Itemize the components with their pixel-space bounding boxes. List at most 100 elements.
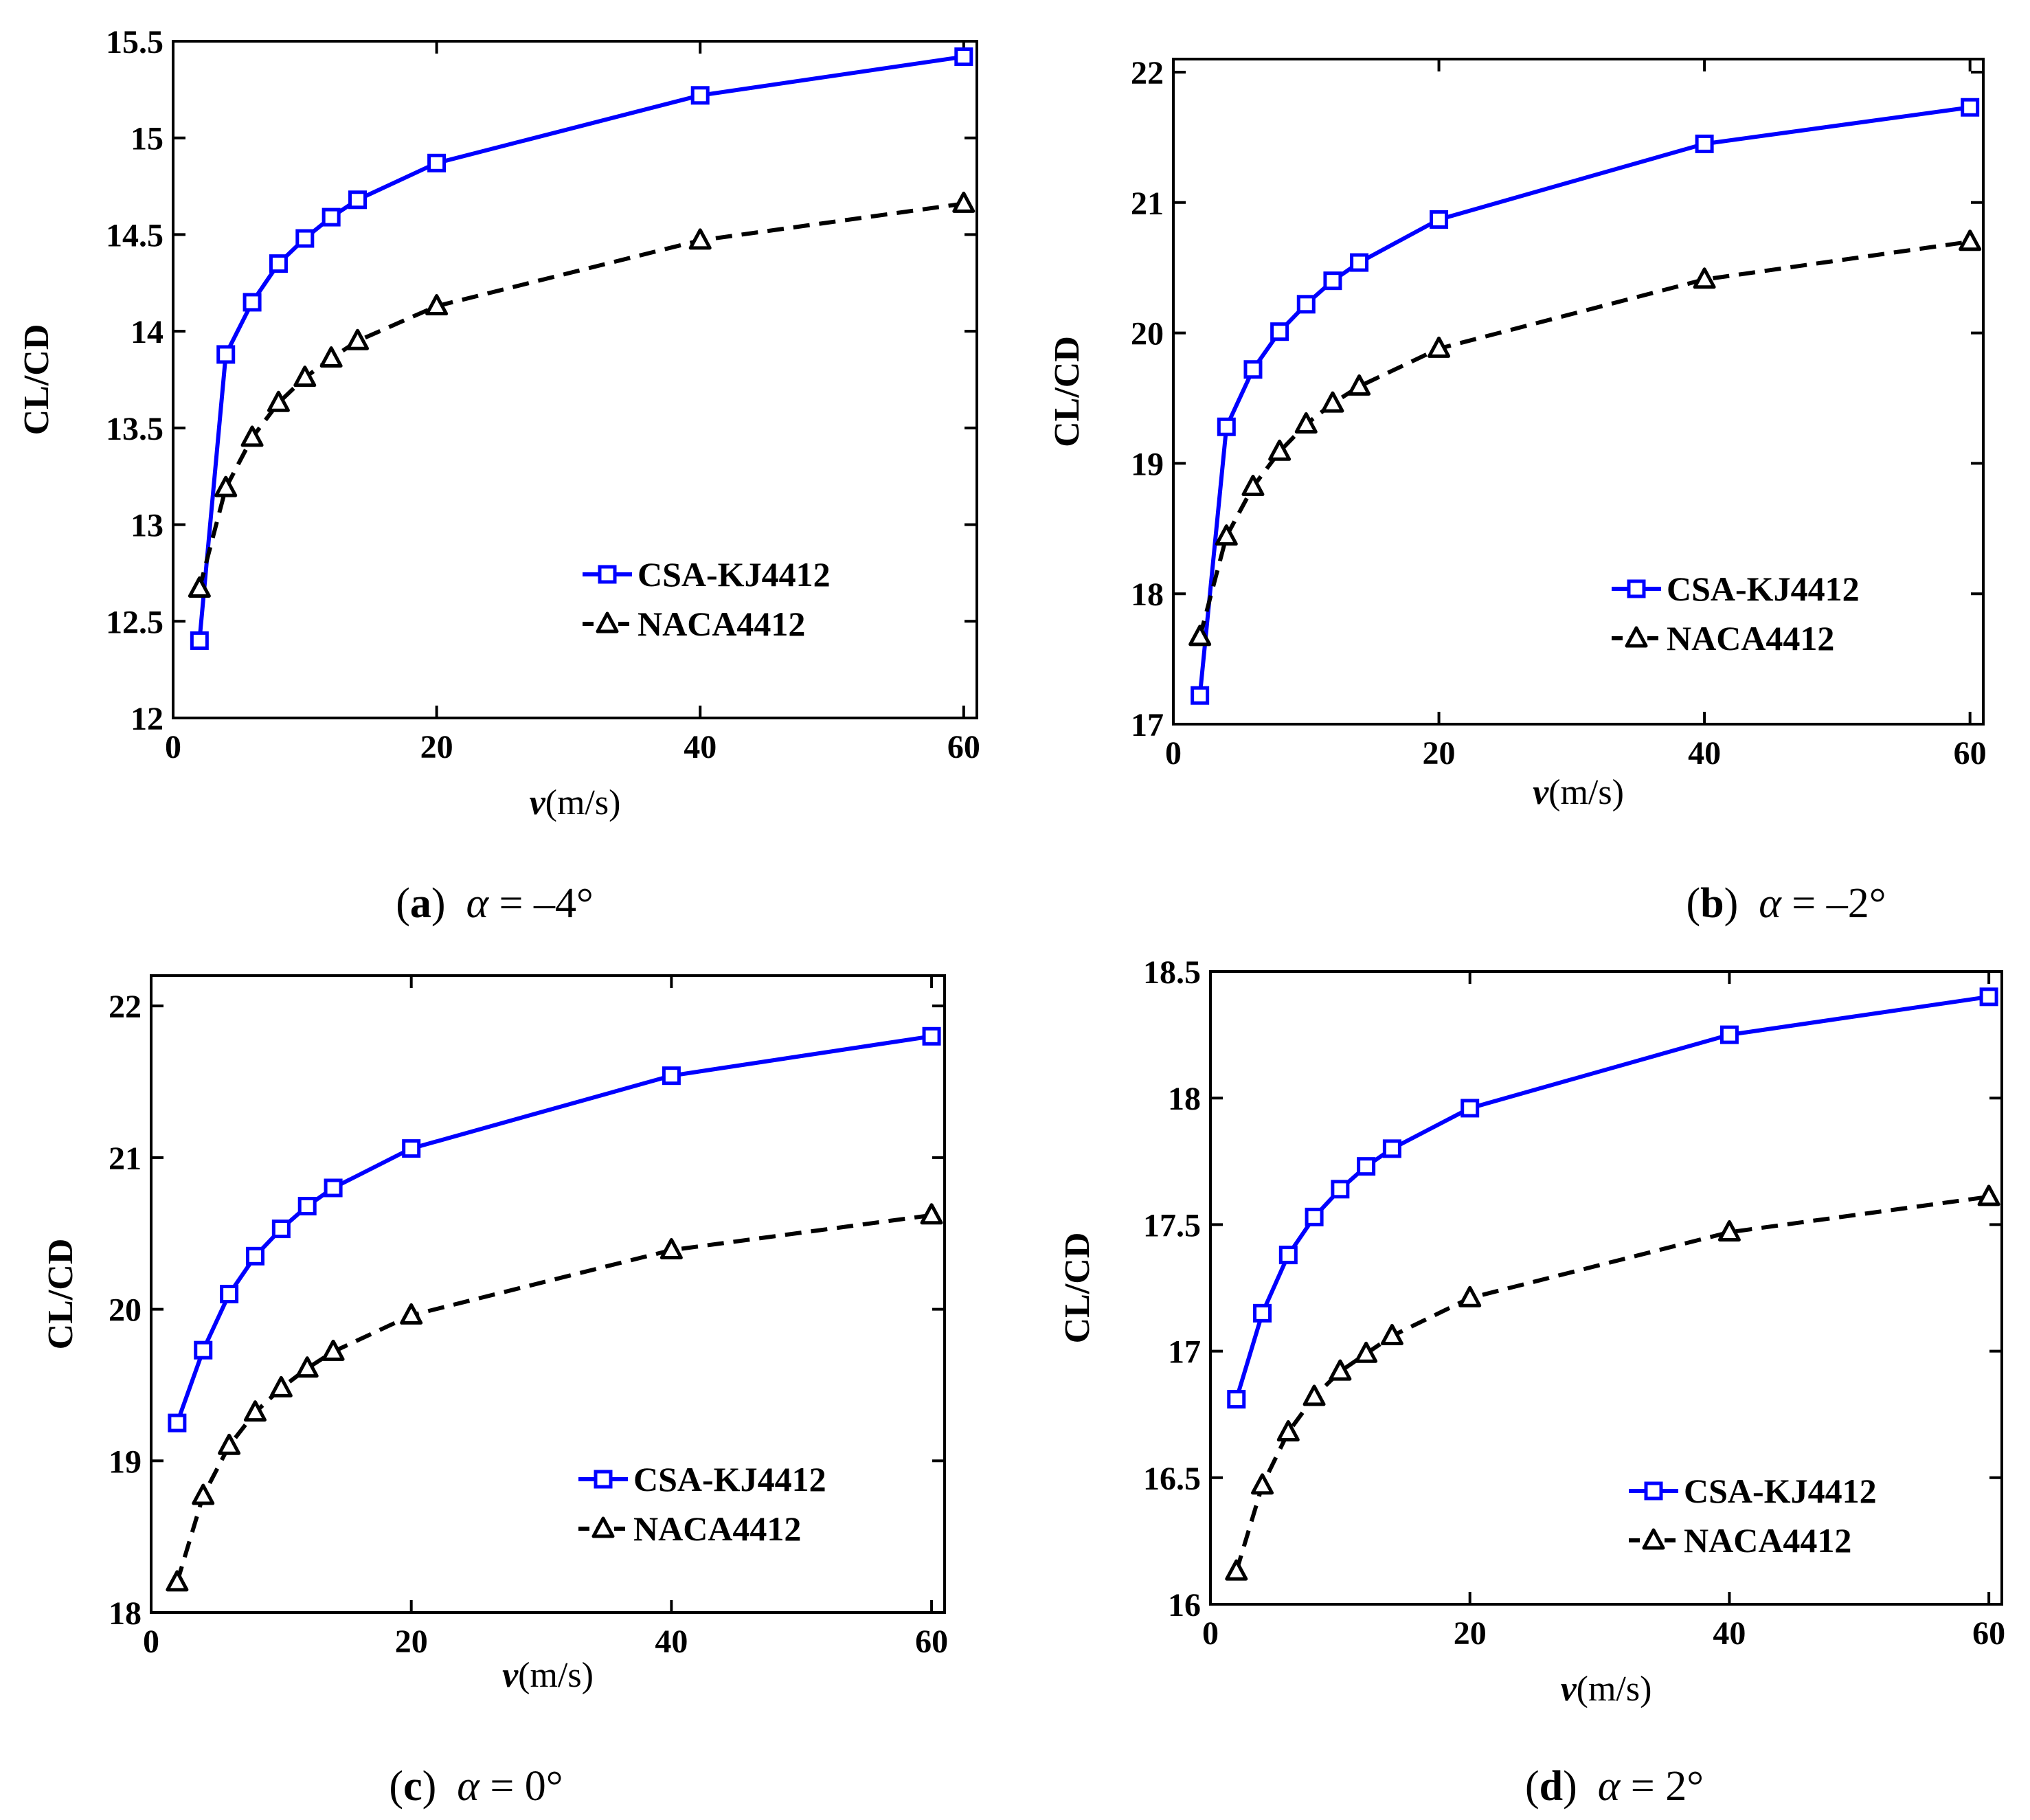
series-line-naca4412: [1197, 239, 1971, 638]
series-naca4412: [1225, 1184, 2000, 1581]
data-point-triangle: [1241, 475, 1265, 497]
data-point-square: [1961, 98, 1980, 117]
legend: CSA-KJ4412 NACA4412: [583, 555, 831, 643]
legend-marker-square: [594, 1470, 613, 1489]
legend-label-csa-kj4412: CSA-KJ4412: [1684, 1472, 1877, 1510]
data-point-square: [1461, 1099, 1480, 1118]
data-point-square: [1278, 1246, 1298, 1265]
plot-frame: [1172, 58, 1985, 726]
y-tick-label: 22: [1131, 55, 1164, 91]
series-line-csa-kj4412: [1197, 105, 1971, 696]
y-tick-label: 12.5: [106, 604, 163, 640]
data-point-triangle: [400, 1303, 423, 1325]
x-tick-label: 40: [684, 729, 717, 765]
legend-label-csa-kj4412: CSA-KJ4412: [633, 1460, 826, 1498]
data-point-triangle: [269, 1375, 293, 1397]
data-point-square: [1331, 1180, 1350, 1199]
series-naca4412: [1188, 229, 1982, 647]
data-point-square: [954, 47, 973, 67]
y-tick-label: 17: [1131, 707, 1164, 743]
caption-alpha: α: [1759, 880, 1782, 927]
series-naca4412: [188, 191, 975, 598]
y-tick-label: 19: [1131, 446, 1164, 482]
chart-panel-c: 0 20 40 60 18 19 20 21 22 CL/CD v(m/s) CSA-KJ4412 NA…: [41, 974, 948, 1810]
y-axis-label: CL/CD: [1048, 336, 1087, 447]
x-tick-label: 60: [947, 729, 980, 765]
data-point-triangle: [1225, 1559, 1248, 1581]
data-point-square: [1296, 295, 1316, 314]
data-point-triangle: [214, 475, 238, 497]
x-axis-label: v(m/s): [1561, 1670, 1652, 1709]
data-point-triangle: [188, 576, 211, 598]
legend-label-naca4412: NACA4412: [1667, 619, 1834, 658]
data-point-square: [690, 86, 710, 105]
x-axis-label-variable: v: [1533, 773, 1549, 812]
x-tick-label: 40: [1713, 1615, 1746, 1652]
y-tick-label: 15: [131, 121, 163, 157]
x-tick-label: 20: [1423, 735, 1456, 772]
data-point-triangle: [1276, 1419, 1300, 1441]
caption-alpha: α: [1598, 1763, 1621, 1810]
x-axis-label: v(m/s): [530, 783, 621, 822]
series-csa-kj4412: [168, 1026, 941, 1433]
data-point-square: [662, 1066, 681, 1086]
caption-close-paren: ): [1563, 1763, 1577, 1810]
data-point-triangle: [952, 191, 975, 213]
x-axis-label-variable: v: [502, 1656, 519, 1695]
panel-caption: (b) α = –2°: [1686, 880, 1886, 927]
data-point-square: [190, 631, 209, 650]
x-tick-label: 0: [1165, 735, 1182, 772]
legend-marker-square: [1627, 579, 1646, 598]
x-tick-label: 60: [915, 1624, 948, 1660]
data-point-triangle: [218, 1433, 241, 1455]
legend-label-csa-kj4412: CSA-KJ4412: [638, 555, 831, 594]
y-tick-label: 20: [109, 1292, 142, 1329]
data-point-triangle: [192, 1483, 215, 1505]
caption-letter: c: [403, 1763, 422, 1810]
data-point-triangle: [1717, 1220, 1741, 1242]
data-point-square: [1217, 417, 1236, 436]
data-point-triangle: [267, 390, 290, 412]
data-point-triangle: [1302, 1384, 1326, 1406]
x-tick-label: 20: [420, 729, 453, 765]
x-axis-label-unit: (m/s): [518, 1656, 594, 1695]
y-tick-label: 16: [1168, 1587, 1201, 1624]
data-point-triangle: [322, 1339, 345, 1361]
data-point-square: [1979, 987, 1998, 1007]
y-tick-label: 16.5: [1143, 1461, 1201, 1497]
legend-label-naca4412: NACA4412: [638, 605, 805, 643]
x-axis-label-variable: v: [1561, 1670, 1577, 1709]
x-tick-label: 40: [655, 1624, 688, 1660]
data-point-square: [220, 1285, 239, 1303]
data-point-square: [1430, 210, 1449, 229]
data-point-square: [427, 153, 447, 172]
panel-caption: (c) α = 0°: [389, 1763, 563, 1810]
chart-panel-d: 0 20 40 60 16 16.5 17 17.5 18 18.5 CL/CD v(m/s) CSA-…: [1058, 954, 2005, 1810]
data-point-square: [1695, 134, 1714, 153]
x-axis-label-variable: v: [530, 783, 546, 822]
y-tick-label: 22: [109, 989, 142, 1025]
data-point-triangle: [319, 346, 343, 368]
data-point-triangle: [293, 366, 317, 387]
data-point-triangle: [1268, 439, 1292, 461]
data-point-square: [1323, 271, 1342, 291]
panel-caption: (d) α = 2°: [1525, 1763, 1704, 1810]
legend-marker-square: [598, 565, 617, 584]
data-point-triangle: [1959, 229, 1982, 251]
caption-value: = 2°: [1620, 1763, 1704, 1810]
caption-letter: d: [1540, 1763, 1563, 1810]
data-point-triangle: [1977, 1184, 2000, 1206]
x-tick-label: 60: [1972, 1615, 2005, 1652]
caption-close-paren: ): [1724, 880, 1739, 927]
plot-frame: [150, 974, 946, 1614]
data-point-triangle: [295, 1356, 319, 1378]
data-point-square: [322, 207, 341, 227]
legend-marker-triangle: [591, 1516, 615, 1538]
data-point-square: [243, 293, 262, 312]
chart-panel-b: 0 20 40 60 17 18 19 20 21 22 CL/CD v(m/s) CSA-KJ4412…: [1048, 55, 1987, 927]
y-tick-label: 18: [1131, 576, 1164, 613]
legend-label-naca4412: NACA4412: [1684, 1521, 1851, 1560]
data-point-triangle: [1251, 1473, 1274, 1495]
data-point-square: [324, 1178, 343, 1198]
